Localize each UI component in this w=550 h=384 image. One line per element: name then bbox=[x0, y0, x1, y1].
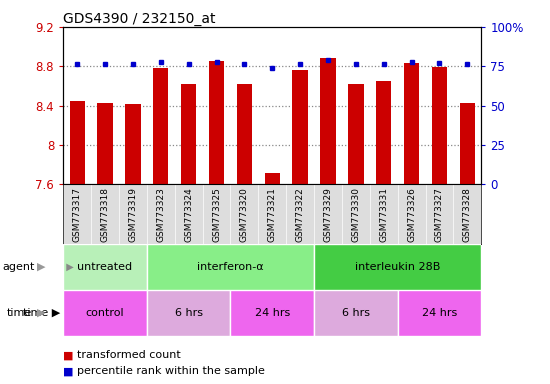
Text: GSM773321: GSM773321 bbox=[268, 187, 277, 242]
Text: GSM773323: GSM773323 bbox=[156, 187, 166, 242]
Bar bbox=[97, 103, 113, 184]
Text: GSM773320: GSM773320 bbox=[240, 187, 249, 242]
Text: 24 hrs: 24 hrs bbox=[422, 308, 457, 318]
Bar bbox=[147, 244, 314, 290]
Text: GSM773331: GSM773331 bbox=[379, 187, 388, 242]
Bar bbox=[376, 81, 392, 184]
Text: percentile rank within the sample: percentile rank within the sample bbox=[77, 366, 265, 376]
Text: transformed count: transformed count bbox=[77, 350, 181, 360]
Text: ▶: ▶ bbox=[37, 262, 46, 272]
Bar bbox=[432, 67, 447, 184]
Bar bbox=[69, 101, 85, 184]
Text: ▶: ▶ bbox=[37, 308, 46, 318]
Text: ■: ■ bbox=[63, 350, 74, 360]
Bar bbox=[63, 244, 147, 290]
Bar bbox=[230, 290, 314, 336]
Text: GSM773327: GSM773327 bbox=[435, 187, 444, 242]
Text: 24 hrs: 24 hrs bbox=[255, 308, 290, 318]
Bar bbox=[209, 61, 224, 184]
Text: GSM773317: GSM773317 bbox=[73, 187, 82, 242]
Bar bbox=[153, 68, 168, 184]
Text: untreated: untreated bbox=[78, 262, 133, 272]
Text: GSM773329: GSM773329 bbox=[323, 187, 333, 242]
Text: GSM773330: GSM773330 bbox=[351, 187, 360, 242]
Text: interferon-α: interferon-α bbox=[197, 262, 264, 272]
Bar bbox=[404, 63, 419, 184]
Bar bbox=[320, 58, 336, 184]
Bar bbox=[293, 70, 308, 184]
Text: ▶: ▶ bbox=[60, 262, 74, 272]
Bar bbox=[314, 244, 481, 290]
Text: GSM773319: GSM773319 bbox=[128, 187, 138, 242]
Bar bbox=[125, 104, 141, 184]
Bar bbox=[181, 84, 196, 184]
Text: interleukin 28B: interleukin 28B bbox=[355, 262, 441, 272]
Text: GSM773324: GSM773324 bbox=[184, 187, 193, 242]
Text: 6 hrs: 6 hrs bbox=[175, 308, 202, 318]
Bar bbox=[265, 172, 280, 184]
Bar bbox=[314, 290, 398, 336]
Text: time: time bbox=[7, 308, 32, 318]
Text: GDS4390 / 232150_at: GDS4390 / 232150_at bbox=[63, 12, 216, 26]
Text: GSM773328: GSM773328 bbox=[463, 187, 472, 242]
Bar bbox=[236, 84, 252, 184]
Text: ■: ■ bbox=[63, 366, 74, 376]
Bar bbox=[460, 103, 475, 184]
Text: agent: agent bbox=[3, 262, 35, 272]
Bar bbox=[147, 290, 230, 336]
Bar bbox=[63, 290, 147, 336]
Text: GSM773326: GSM773326 bbox=[407, 187, 416, 242]
Bar bbox=[348, 84, 364, 184]
Text: GSM773325: GSM773325 bbox=[212, 187, 221, 242]
Text: GSM773322: GSM773322 bbox=[295, 187, 305, 242]
Text: GSM773318: GSM773318 bbox=[101, 187, 109, 242]
Bar bbox=[398, 290, 481, 336]
Text: 6 hrs: 6 hrs bbox=[342, 308, 370, 318]
Text: time ▶: time ▶ bbox=[23, 308, 61, 318]
Text: control: control bbox=[86, 308, 124, 318]
